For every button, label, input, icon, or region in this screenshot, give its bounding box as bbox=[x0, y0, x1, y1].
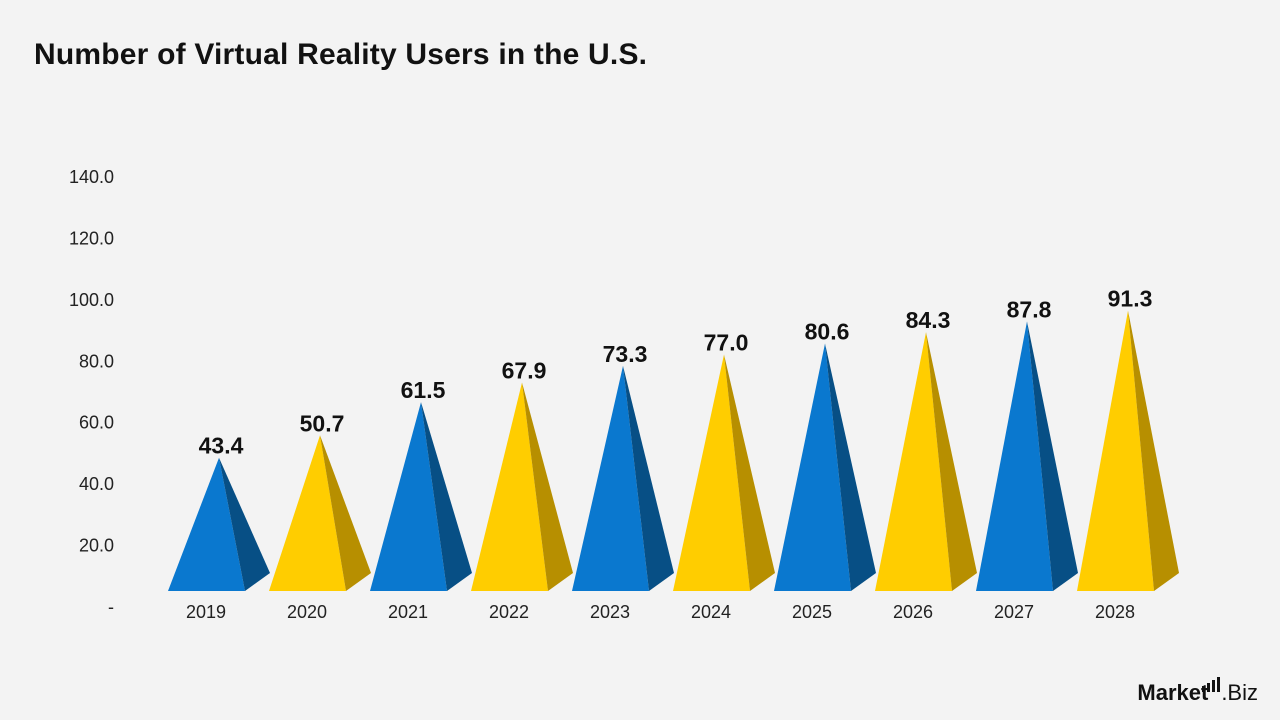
data-label: 91.3 bbox=[1108, 286, 1153, 312]
y-tick-label: 100.0 bbox=[69, 290, 114, 310]
bar-2024 bbox=[673, 354, 775, 591]
bar-2021 bbox=[370, 402, 472, 591]
y-tick-label: 20.0 bbox=[79, 536, 114, 556]
bar-side-face bbox=[219, 457, 270, 591]
x-tick-label: 2026 bbox=[893, 602, 933, 622]
y-tick-label: 140.0 bbox=[69, 167, 114, 187]
bar-side-face bbox=[623, 365, 674, 591]
y-tick-label: - bbox=[108, 597, 114, 617]
data-label: 77.0 bbox=[704, 330, 749, 356]
data-label: 73.3 bbox=[603, 341, 648, 367]
x-tick-label: 2021 bbox=[388, 602, 428, 622]
bar-2028 bbox=[1077, 310, 1179, 591]
brand-name-part1: Market bbox=[1137, 680, 1209, 705]
brand-logo: Market .Biz bbox=[1137, 677, 1258, 706]
x-tick-label: 2022 bbox=[489, 602, 529, 622]
bar-side-face bbox=[1128, 310, 1179, 591]
bar-2023 bbox=[572, 365, 674, 591]
x-tick-label: 2020 bbox=[287, 602, 327, 622]
data-label: 67.9 bbox=[502, 357, 547, 383]
bar-2027 bbox=[976, 321, 1078, 591]
bar-front-face bbox=[1077, 310, 1154, 591]
bar-front-face bbox=[168, 457, 245, 591]
brand-name-part2: .Biz bbox=[1221, 680, 1258, 705]
bar-side-face bbox=[522, 382, 573, 591]
x-tick-label: 2028 bbox=[1095, 602, 1135, 622]
bar-side-face bbox=[1027, 321, 1078, 591]
bar-front-face bbox=[471, 382, 548, 591]
data-label: 61.5 bbox=[401, 377, 446, 403]
y-tick-label: 60.0 bbox=[79, 413, 114, 433]
bar-side-face bbox=[724, 354, 775, 591]
bar-front-face bbox=[774, 343, 851, 591]
chart-title: Number of Virtual Reality Users in the U… bbox=[34, 38, 648, 71]
bar-2025 bbox=[774, 343, 876, 591]
bar-chart-icon bbox=[1202, 677, 1221, 692]
bar-front-face bbox=[673, 354, 750, 591]
bar-front-face bbox=[269, 435, 346, 591]
x-tick-label: 2025 bbox=[792, 602, 832, 622]
data-label: 80.6 bbox=[805, 318, 850, 344]
bar-side-face bbox=[320, 435, 371, 591]
data-label: 50.7 bbox=[300, 410, 345, 436]
bar-front-face bbox=[875, 332, 952, 591]
bar-2019 bbox=[168, 457, 270, 591]
bar-2022 bbox=[471, 382, 573, 591]
x-tick-label: 2024 bbox=[691, 602, 731, 622]
bar-side-face bbox=[825, 343, 876, 591]
bar-front-face bbox=[976, 321, 1053, 591]
x-tick-label: 2019 bbox=[186, 602, 226, 622]
y-tick-label: 120.0 bbox=[69, 228, 114, 248]
y-tick-label: 80.0 bbox=[79, 351, 114, 371]
bar-2026 bbox=[875, 332, 977, 591]
bar-front-face bbox=[370, 402, 447, 591]
y-tick-label: 40.0 bbox=[79, 474, 114, 494]
bar-2020 bbox=[269, 435, 371, 591]
data-label: 43.4 bbox=[199, 433, 244, 459]
bar-front-face bbox=[572, 365, 649, 591]
bar-side-face bbox=[421, 402, 472, 591]
data-label: 84.3 bbox=[906, 307, 951, 333]
data-label: 87.8 bbox=[1007, 296, 1052, 322]
x-tick-label: 2023 bbox=[590, 602, 630, 622]
bar-side-face bbox=[926, 332, 977, 591]
x-tick-label: 2027 bbox=[994, 602, 1034, 622]
